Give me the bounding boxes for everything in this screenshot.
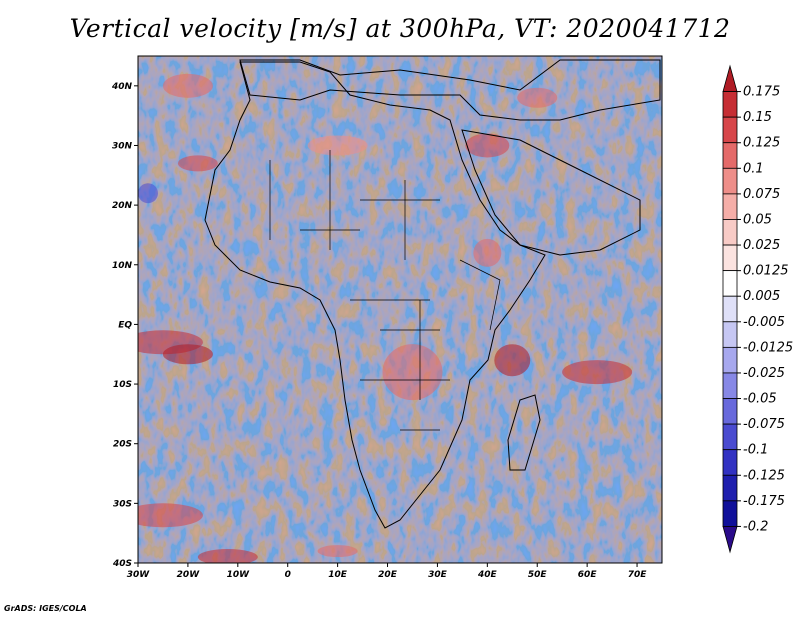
x-tick-label: 0 [285,570,291,580]
field-hotspot [197,549,258,563]
arabia-outline [461,129,641,256]
x-tick-label: 20E [378,570,398,580]
y-tick-label: 30N [112,141,133,151]
y-tick-label: 30S [113,499,132,509]
colorbar-label: 0.025 [743,238,780,253]
x-tick-label: 10E [328,570,348,580]
colorbar-label: 0.125 [743,136,780,151]
colorbar-label: 0.175 [743,85,780,100]
colorbar-label: -0.1 [743,443,768,458]
plot-area [138,56,662,563]
colorbar-label: 0.005 [743,289,780,304]
colorbar-swatch [722,423,738,451]
x-tick-label: 20W [177,570,201,580]
strong-ascent-regions [138,73,633,563]
colorbar: 0.175 0.15 0.125 0.1 0.075 0.05 0.025 0.0125 0.0… [722,64,793,554]
field-hotspot [382,344,443,401]
field-hotspot [138,503,203,528]
colorbar-label: 0.05 [743,212,772,227]
x-tick-label: 30W [127,570,151,580]
colorbar-swatch [722,116,738,144]
y-tick-label: 40N [111,82,133,92]
y-tick-label: 20S [113,440,132,450]
y-tick-label: 20N [112,201,133,211]
x-tick-label: 40E [477,570,498,580]
colorbar-swatch [722,295,738,323]
europe-outline [239,59,661,121]
x-tick-label: 30E [428,570,448,580]
y-axis: 40S 30S 20S 10S EQ 10N 20N 30N 40N [111,82,138,569]
x-tick-label: 70E [628,570,648,580]
colorbar-label: -0.125 [743,468,785,483]
colorbar-label: -0.2 [743,519,768,534]
x-tick-label: 60E [578,570,598,580]
colorbar-swatch [722,372,738,399]
field-hotspot [562,360,633,385]
colorbar-swatch [722,219,738,246]
plot-frame [137,55,663,564]
field-hotspot [465,133,510,158]
colorbar-swatch [722,449,738,476]
field-hotspot [494,344,531,377]
colorbar-swatch [722,500,738,527]
africa-coastline [204,61,546,529]
colorbar-label: 0.0125 [743,264,789,279]
colorbar-swatch [722,193,738,220]
field-hotspot [517,87,558,108]
colorbar-label: -0.175 [743,494,785,509]
field-hotspot [138,183,158,204]
madagascar-outline [507,394,541,471]
field-hotspot [162,344,213,365]
coastlines [204,59,661,529]
field-hotspot [473,238,502,267]
field-hotspot [177,155,218,172]
grads-credit: GrADS: IGES/COLA [4,604,87,613]
colorbar-label: 0.1 [743,161,764,176]
colorbar-label: 0.075 [743,187,780,202]
field-hotspot [317,545,358,558]
colorbar-swatch [722,142,738,169]
colorbar-swatch [722,270,738,297]
colorbar-label: -0.025 [743,366,785,381]
x-tick-label: 10W [227,570,251,580]
colorbar-swatch [722,346,738,374]
colorbar-swatch [722,167,738,195]
x-axis: 30W 20W 10W 0 10E 20E 30E 40E 50E 60E 70E [127,563,647,580]
colorbar-swatch [722,91,738,118]
colorbar-label: 0.15 [743,110,772,125]
colorbar-label: -0.05 [743,392,777,407]
colorbar-label: -0.075 [743,417,785,432]
colorbar-upper-arrow [722,64,738,92]
colorbar-swatch [722,474,738,502]
field-hotspot [307,135,368,156]
colorbar-swatch [722,321,738,348]
field-hotspot [162,73,213,98]
chart-title: Vertical velocity [m/s] at 300hPa, VT: 2… [69,14,731,43]
country-borders [269,150,501,431]
colorbar-swatch [722,244,738,272]
y-tick-label: 40S [112,559,132,569]
y-tick-label: 10N [112,261,133,271]
field-texture [138,56,662,563]
colorbar-label: -0.0125 [743,340,793,355]
y-tick-label: EQ [118,320,132,330]
colorbar-lower-arrow [722,526,738,554]
colorbar-swatch [722,398,738,425]
colorbar-label: -0.005 [743,315,785,330]
y-tick-label: 10S [113,380,132,390]
x-tick-label: 50E [528,570,548,580]
